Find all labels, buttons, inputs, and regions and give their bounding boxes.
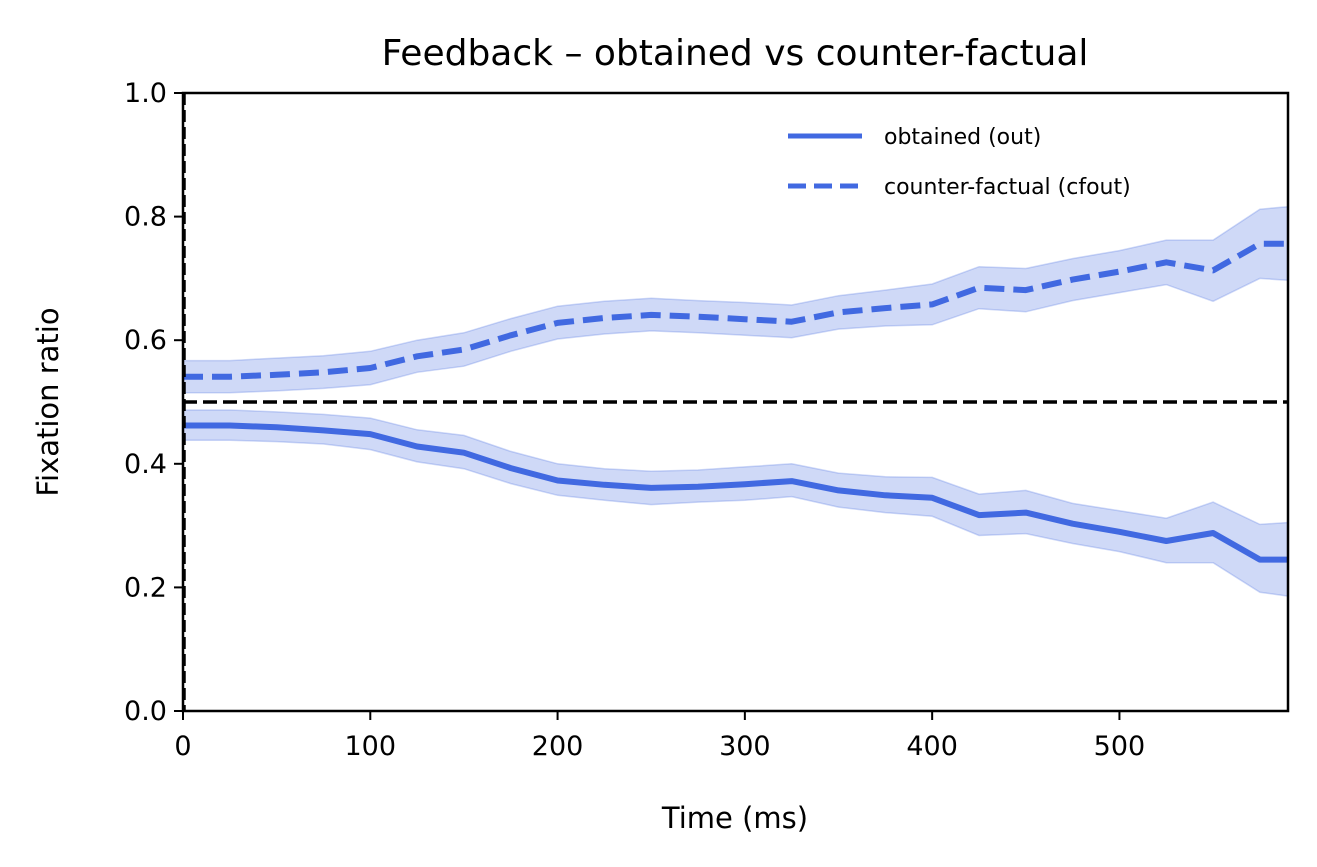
series-line-1 (183, 422, 1288, 563)
legend: obtained (out) counter-factual (cfout) (788, 125, 1131, 200)
y-tick-label: 0.4 (124, 449, 167, 480)
x-tick-label: 200 (532, 731, 584, 762)
plot-frame (181, 91, 1290, 713)
series-line-2 (183, 240, 1288, 380)
axes-ticks: 0 100 200 300 400 500 0.0 0.2 0.4 0.6 0.8 1.0 (124, 78, 1145, 762)
y-tick-label: 0.6 (124, 325, 167, 356)
chart-title: Feedback – obtained vs counter-factual (382, 33, 1089, 74)
x-tick-label: 300 (719, 731, 771, 762)
confidence-band-2 (182, 205, 1289, 394)
reference-lines (183, 93, 1288, 711)
x-tick-label: 0 (174, 731, 191, 762)
y-tick-label: 1.0 (124, 78, 167, 109)
legend-label-1: obtained (out) (884, 125, 1041, 150)
y-axis-label: Fixation ratio (31, 307, 65, 496)
legend-label-2: counter-factual (cfout) (884, 175, 1131, 200)
y-tick-label: 0.2 (124, 572, 167, 603)
confidence-band-1 (182, 409, 1289, 597)
x-tick-label: 100 (345, 731, 397, 762)
x-axis-label: Time (ms) (661, 801, 808, 835)
x-tick-label: 400 (906, 731, 958, 762)
x-tick-label: 500 (1094, 731, 1146, 762)
y-tick-label: 0.0 (124, 696, 167, 727)
y-tick-label: 0.8 (124, 202, 167, 233)
